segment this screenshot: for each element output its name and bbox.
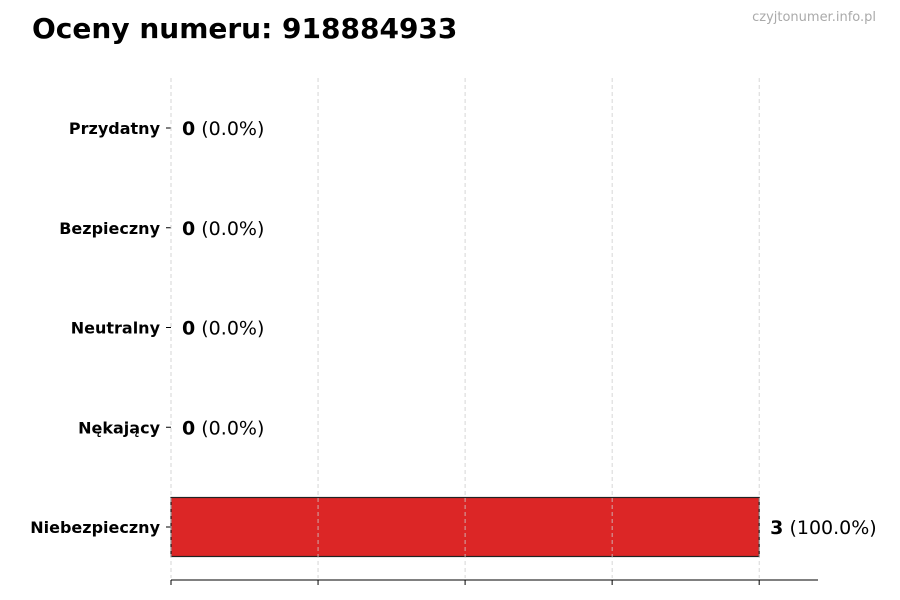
value-label: 0 (182, 318, 195, 340)
data-label: 0 (0.0%) (182, 218, 264, 240)
value-label: 0 (182, 417, 195, 439)
value-label: 0 (182, 118, 195, 140)
percent-label: (100.0%) (783, 517, 876, 539)
category-label: Bezpieczny (59, 219, 160, 238)
category-label: Niebezpieczny (30, 518, 160, 537)
chart-title: Oceny numeru: 918884933 (32, 12, 458, 45)
watermark: czyjtonumer.info.pl (752, 10, 876, 25)
percent-label: (0.0%) (195, 318, 264, 340)
value-label: 0 (182, 218, 195, 240)
percent-label: (0.0%) (195, 118, 264, 140)
data-label: 0 (0.0%) (182, 318, 264, 340)
percent-label: (0.0%) (195, 417, 264, 439)
value-label: 3 (770, 517, 783, 539)
category-label: Przydatny (69, 119, 161, 138)
data-label: 0 (0.0%) (182, 417, 264, 439)
data-label: 0 (0.0%) (182, 118, 264, 140)
data-label: 3 (100.0%) (770, 517, 877, 539)
category-label: Nękający (78, 418, 160, 437)
percent-label: (0.0%) (195, 218, 264, 240)
category-label: Neutralny (71, 319, 161, 338)
